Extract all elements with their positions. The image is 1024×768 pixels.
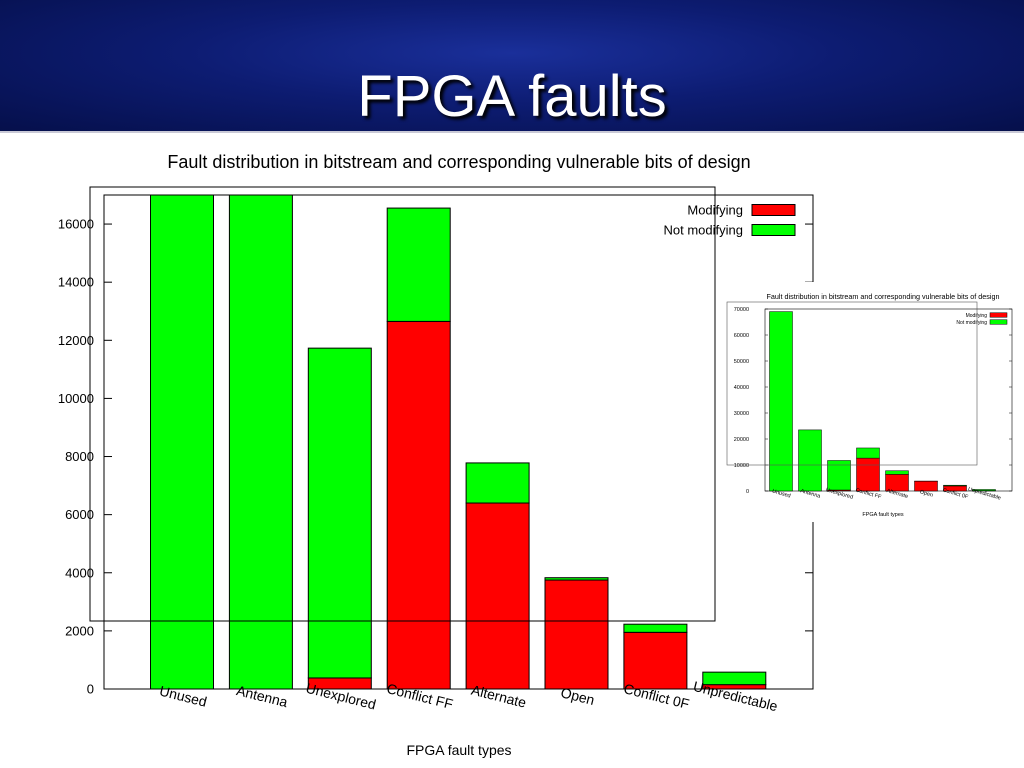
y-tick-label: 20000 <box>734 437 749 443</box>
bar-conflict-ff-not-modifying <box>386 207 451 322</box>
slide-title: FPGA faults <box>357 64 667 129</box>
bar-conflict-0f-not-modifying <box>943 484 967 487</box>
legend-swatch <box>989 319 1008 325</box>
y-tick-label: 70000 <box>734 307 749 313</box>
bar-conflict-0f-not-modifying <box>623 623 688 633</box>
x-axis-label: FPGA fault types <box>406 742 511 758</box>
legend-swatch <box>751 224 796 236</box>
bar-unused-not-modifying <box>769 311 793 492</box>
bar-antenna-not-modifying <box>798 429 822 492</box>
y-tick-label: 40000 <box>734 385 749 391</box>
y-tick-label: 0 <box>87 682 94 697</box>
main-chart: Fault distribution in bitstream and corr… <box>58 152 814 758</box>
x-tick-label: Open <box>919 489 934 498</box>
y-tick-label: 60000 <box>734 333 749 339</box>
bar-conflict-ff-modifying <box>386 320 451 690</box>
y-tick-label: 4000 <box>65 565 94 580</box>
bar-open-not-modifying <box>544 577 609 581</box>
bar-unpredictable-not-modifying <box>972 489 996 491</box>
bar-unexplored-not-modifying <box>307 347 372 679</box>
bar-alternate-not-modifying <box>465 462 530 504</box>
y-tick-label: 12000 <box>58 333 94 348</box>
inset-y-axis: 0 10000 20000 30000 40000 50000 60000 70000 <box>734 307 1012 495</box>
legend-swatch <box>989 312 1008 318</box>
legend-label: Not modifying <box>956 320 987 326</box>
bar-antenna-not-modifying <box>228 194 293 690</box>
y-tick-label: 16000 <box>58 217 94 232</box>
y-tick-label: 8000 <box>65 449 94 464</box>
y-tick-label: 2000 <box>65 623 94 638</box>
x-tick-label: Antenna <box>800 488 822 500</box>
y-tick-label: 30000 <box>734 411 749 417</box>
y-tick-label: 10000 <box>58 391 94 406</box>
bar-unpredictable-not-modifying <box>702 671 767 686</box>
bar-conflict-ff-modifying <box>856 457 880 492</box>
bar-open-modifying <box>544 579 609 690</box>
y-tick-label: 6000 <box>65 507 94 522</box>
y-tick-label: 50000 <box>734 359 749 365</box>
legend-label: Not modifying <box>664 223 743 238</box>
x-tick-label: Alternate <box>886 488 909 500</box>
inset-x-axis-label: FPGA fault types <box>862 512 904 518</box>
chart-title: Fault distribution in bitstream and corr… <box>167 152 750 172</box>
slide-header <box>0 0 1024 133</box>
bar-unexplored-not-modifying <box>827 460 851 491</box>
legend-label: Modifying <box>966 313 988 319</box>
bars-group <box>150 194 767 690</box>
bar-alternate-modifying <box>465 502 530 690</box>
header-divider <box>0 131 1024 133</box>
bar-unused-not-modifying <box>150 194 214 690</box>
inset-bars-group <box>769 311 996 492</box>
overlay-frame <box>89 186 716 622</box>
inset-overlay-frame <box>726 301 978 466</box>
inset-chart-title: Fault distribution in bitstream and corr… <box>767 292 1000 301</box>
y-tick-label: 14000 <box>58 275 94 290</box>
legend-swatch <box>751 204 796 216</box>
y-tick-label: 0 <box>746 489 749 495</box>
bar-conflict-ff-not-modifying <box>856 447 880 459</box>
y-tick-label: 10000 <box>734 463 749 469</box>
bar-conflict-0f-modifying <box>623 631 688 690</box>
bar-open-modifying <box>914 481 938 492</box>
inset-chart: Fault distribution in bitstream and corr… <box>716 282 1024 522</box>
bar-alternate-not-modifying <box>885 470 909 475</box>
x-tick-label: Unused <box>771 489 791 500</box>
